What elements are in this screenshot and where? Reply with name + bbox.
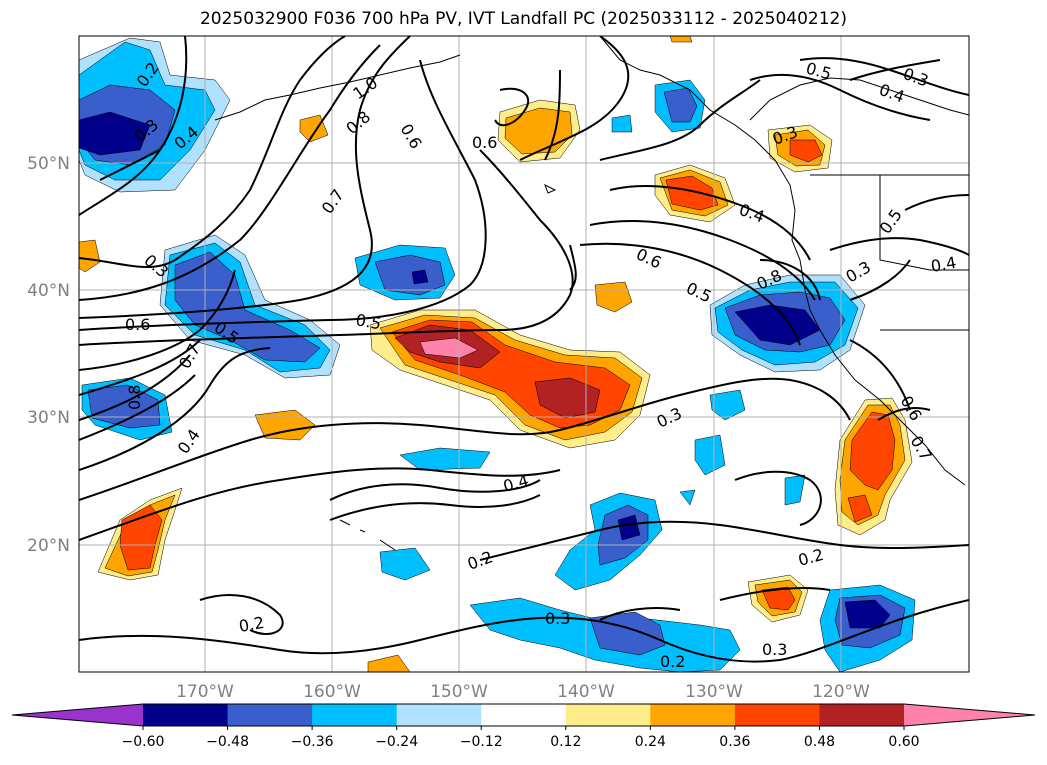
colorbar-segment: [143, 704, 229, 726]
colorbar-tick-label: 0.60: [888, 734, 919, 750]
pos-anomaly-canada: [767, 124, 833, 173]
contour-label: 0.8: [125, 385, 144, 410]
pos-anomaly-small: [367, 654, 411, 672]
map-frame: [78, 35, 970, 673]
map-area: 0.2 0.3 0.4 1.0 0.8 0.6 0.6 0.5 0.3 0.4 …: [79, 36, 969, 672]
contour-label: 0.6: [125, 315, 150, 334]
pos-anomaly-north: [497, 99, 581, 163]
colorbar-tick-label: −0.60: [122, 734, 165, 750]
neg-anomaly-small: [399, 447, 491, 471]
colorbar-segment: [650, 704, 736, 726]
contour-label: 0.5: [354, 310, 382, 333]
colorbar: −0.60 −0.48 −0.36 −0.24 −0.12 0.12 0.24 0.36 0.4…: [11, 703, 1036, 750]
neg-anomaly-central: [354, 244, 456, 301]
colorbar-segment: [396, 704, 482, 726]
contour-label: 0.2: [660, 652, 685, 671]
neg-anomaly-small: [379, 547, 431, 581]
neg-anomaly-small: [784, 474, 806, 506]
pv-contours: [79, 36, 969, 663]
pos-anomaly-coast: [834, 397, 913, 536]
lat-tick-label: 40°N: [27, 281, 70, 301]
lat-tick-label: 30°N: [27, 408, 70, 428]
map-title: 2025032900 F036 700 hPa PV, IVT Landfall…: [199, 9, 847, 29]
colorbar-segment: [565, 704, 651, 726]
pos-anomaly-small: [79, 239, 101, 273]
colorbar-tick-label: −0.24: [375, 734, 418, 750]
contour-label: 0.4: [929, 253, 957, 276]
pos-anomaly-main: [369, 309, 651, 449]
colorbar-tick-label: −0.48: [206, 734, 249, 750]
colorbar-segment: [227, 704, 313, 726]
pos-anomaly-bc: [654, 164, 736, 223]
colorbar-segment: [819, 704, 905, 726]
lat-labels: 50°N 40°N 30°N 20°N: [27, 154, 70, 556]
colorbar-segment: [312, 704, 398, 726]
lon-tick-label: 140°W: [557, 682, 615, 702]
colorbar-tick-label: −0.36: [291, 734, 334, 750]
colorbar-tick-label: −0.12: [460, 734, 503, 750]
pos-anomaly-small: [669, 36, 693, 43]
lat-tick-label: 50°N: [27, 154, 70, 174]
contour-label: 0.3: [762, 640, 787, 659]
neg-anomaly-small: [694, 434, 726, 476]
contour-label: 0.6: [472, 133, 497, 152]
colorbar-tick-label: 0.48: [804, 734, 835, 750]
contour-label: 0.3: [545, 609, 570, 628]
neg-anomaly-east: [709, 274, 866, 373]
colorbar-segment: [734, 704, 820, 726]
coastlines: [214, 36, 969, 551]
neg-anomaly-south: [469, 492, 741, 672]
lon-tick-label: 120°W: [812, 682, 870, 702]
lon-tick-label: 160°W: [303, 682, 361, 702]
neg-anomaly-southeast: [819, 584, 916, 672]
neg-anomaly-small: [709, 389, 746, 421]
lon-tick-label: 130°W: [685, 682, 743, 702]
colorbar-tick-label: 0.36: [719, 734, 750, 750]
contour-label: 0.2: [237, 613, 265, 636]
lon-tick-label: 170°W: [176, 682, 234, 702]
colorbar-tick-label: 0.24: [635, 734, 666, 750]
graticule: [79, 36, 969, 672]
lon-labels: 170°W 160°W 150°W 140°W 130°W 120°W: [176, 682, 870, 702]
colorbar-tick-label: 0.12: [550, 734, 581, 750]
colorbar-extend-min: [12, 704, 143, 726]
neg-anomaly-nw: [79, 37, 231, 193]
colorbar-segment: [481, 704, 567, 726]
lat-tick-label: 20°N: [27, 536, 70, 556]
neg-anomaly-small: [679, 489, 696, 506]
colorbar-extend-max: [904, 704, 1035, 726]
lon-tick-label: 150°W: [430, 682, 488, 702]
pos-anomaly-15n: [747, 574, 809, 623]
